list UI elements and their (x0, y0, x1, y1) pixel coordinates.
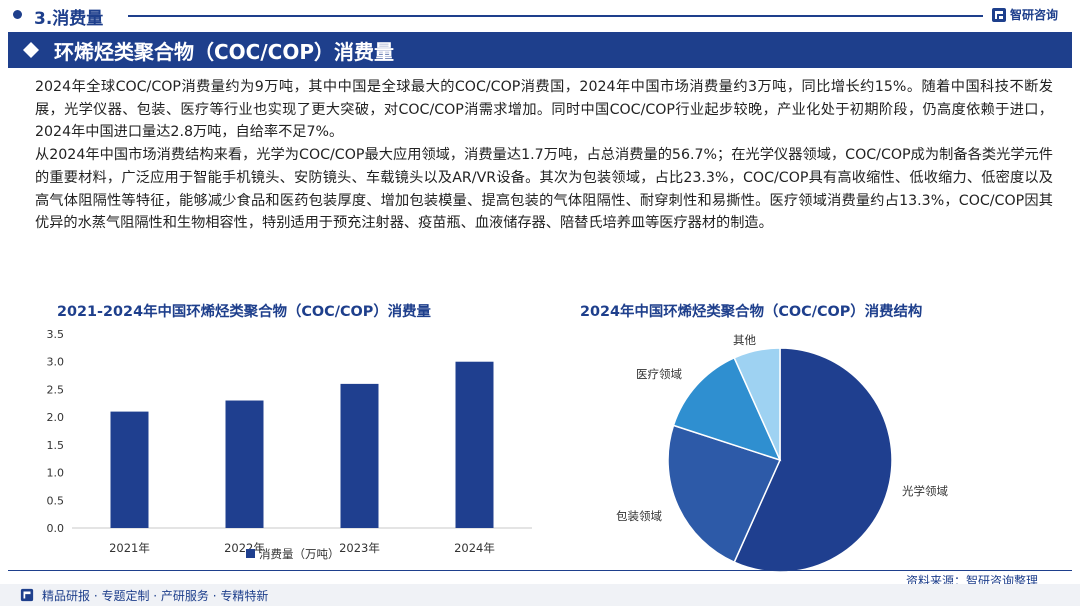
pie-slice (672, 356, 782, 462)
page-title: 环烯烃类聚合物（COC/COP）消费量 (54, 40, 394, 64)
y-tick-label: 0.0 (47, 522, 65, 535)
bar (455, 361, 494, 528)
bar (340, 383, 379, 528)
y-tick-label: 3.0 (47, 356, 65, 369)
x-tick-label: 2021年 (109, 541, 150, 555)
bar (110, 411, 149, 528)
bar (225, 400, 264, 528)
footer-rule (8, 570, 1072, 571)
paragraph-overview: 2024年全球COC/COP消费量约为9万吨，其中中国是全球最大的COC/COP… (35, 79, 1053, 141)
body-text: 2024年全球COC/COP消费量约为9万吨，其中中国是全球最大的COC/COP… (35, 76, 1053, 235)
brand-logo-icon (992, 7, 1006, 22)
pie-slice (733, 347, 781, 461)
top-bar: 3.消费量 智研咨询 (0, 0, 1080, 30)
brand-logo: 智研咨询 (991, 6, 1058, 23)
header-rule (128, 15, 983, 17)
legend-label: 消费量（万吨） (259, 547, 340, 561)
y-tick-label: 0.5 (47, 494, 65, 507)
footer-slogan: 精品研报 · 专题定制 · 产研服务 · 专精特新 (42, 589, 269, 603)
pie-slice (667, 424, 782, 564)
legend-swatch (246, 549, 255, 558)
y-tick-label: 2.0 (47, 411, 65, 424)
y-tick-label: 2.5 (47, 383, 65, 396)
pie-slice (733, 347, 893, 573)
pie-slice-label: 其他 (733, 333, 756, 347)
brand-mark-icon (20, 588, 34, 602)
bottom-bar: 精品研报 · 专题定制 · 产研服务 · 专精特新 (0, 584, 1080, 606)
section-bullet-icon (13, 10, 22, 19)
pie-chart-title: 2024年中国环烯烃类聚合物（COC/COP）消费结构 (580, 304, 923, 320)
pie-slice-label: 光学领域 (902, 484, 948, 498)
pie-slice-label: 医疗领域 (636, 367, 682, 381)
section-label: 3.消费量 (34, 9, 104, 29)
y-tick-label: 3.5 (47, 328, 65, 341)
paragraph-structure: 从2024年中国市场消费结构来看，光学为COC/COP最大应用领域，消费量达1.… (35, 147, 1053, 232)
diamond-bullet-icon (23, 42, 39, 58)
title-bar: 环烯烃类聚合物（COC/COP）消费量 (8, 32, 1072, 68)
bar-chart-title: 2021-2024年中国环烯烃类聚合物（COC/COP）消费量 (57, 304, 431, 320)
y-tick-label: 1.5 (47, 439, 65, 452)
brand-logo-text: 智研咨询 (1010, 8, 1059, 22)
x-tick-label: 2023年 (339, 541, 380, 555)
x-tick-label: 2024年 (454, 541, 495, 555)
pie-slice-label: 包装领域 (616, 509, 662, 523)
y-tick-label: 1.0 (47, 467, 65, 480)
